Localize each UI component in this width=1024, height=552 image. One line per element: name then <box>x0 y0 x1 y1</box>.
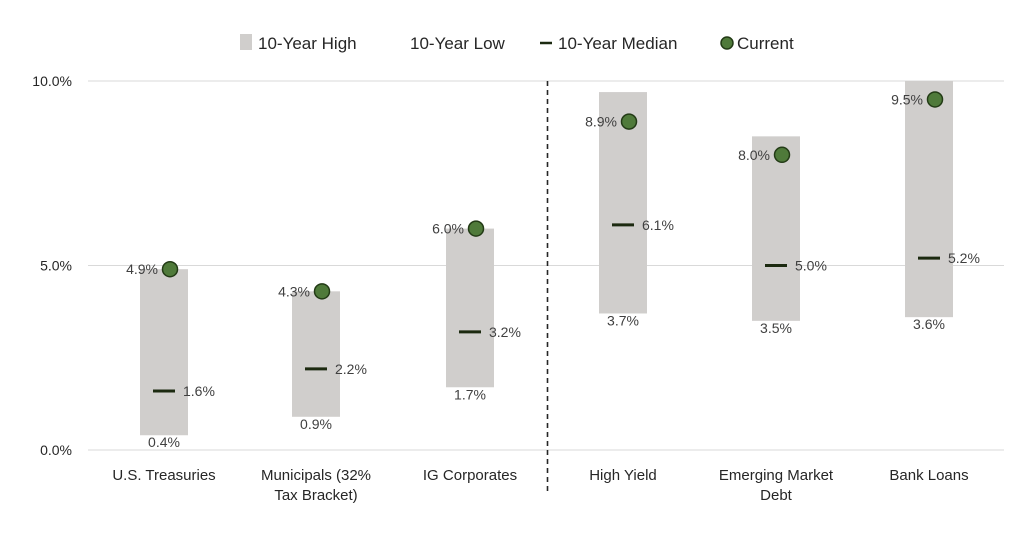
plot-area: 0.4% 1.6% 4.9% 0.9% 2.2% 4.3% 1.7% 3.2% 6.0% 3.7%… <box>126 81 980 450</box>
current-label: 4.3% <box>278 283 310 299</box>
current-label: 4.9% <box>126 261 158 277</box>
legend: 10-Year High 10-Year Low 10-Year Median … <box>240 34 794 53</box>
current-marker <box>926 91 944 108</box>
range-bar <box>905 81 953 318</box>
x-axis: U.S. Treasuries Municipals (32% Tax Bracke… <box>112 467 968 504</box>
range-bar <box>292 291 340 417</box>
legend-median-label: 10-Year Median <box>558 34 677 53</box>
range-bar <box>446 228 494 388</box>
current-label: 6.0% <box>432 221 464 237</box>
legend-high-label: 10-Year High <box>258 34 357 53</box>
current-label: 8.0% <box>738 147 770 163</box>
current-label: 8.9% <box>585 114 617 130</box>
category-label: High Yield <box>589 467 657 484</box>
category-label: Emerging Market <box>719 467 834 484</box>
low-label: 3.6% <box>913 316 945 332</box>
category-label: IG Corporates <box>423 467 517 484</box>
range-bar <box>752 136 800 321</box>
low-label: 3.7% <box>607 312 639 328</box>
range-bar <box>140 269 188 436</box>
legend-current-label: Current <box>737 34 794 53</box>
low-label: 3.5% <box>760 320 792 336</box>
low-label: 0.4% <box>148 434 180 450</box>
low-label: 0.9% <box>300 416 332 432</box>
current-marker <box>620 113 638 130</box>
y-tick-label: 5.0% <box>40 258 72 274</box>
y-tick-label: 10.0% <box>32 73 72 89</box>
y-tick-label: 0.0% <box>40 442 72 458</box>
y-axis: 10.0% 5.0% 0.0% <box>32 73 72 458</box>
legend-high-swatch <box>240 34 252 50</box>
legend-current-swatch <box>720 36 734 50</box>
category-label: Tax Bracket) <box>274 487 357 504</box>
category-label: Municipals (32% <box>261 467 371 484</box>
median-label: 3.2% <box>489 324 521 340</box>
range-bar <box>599 92 647 314</box>
median-label: 6.1% <box>642 217 674 233</box>
gridlines <box>88 80 1004 451</box>
current-marker <box>773 146 791 164</box>
median-label: 2.2% <box>335 361 367 377</box>
median-label: 1.6% <box>183 383 215 399</box>
low-label: 1.7% <box>454 386 486 402</box>
median-label: 5.0% <box>795 258 827 274</box>
category-label: U.S. Treasuries <box>112 467 215 484</box>
current-marker <box>467 220 485 237</box>
current-label: 9.5% <box>891 91 923 107</box>
current-marker <box>313 283 331 300</box>
current-marker <box>161 260 179 278</box>
median-label: 5.2% <box>948 250 980 266</box>
category-label: Bank Loans <box>889 467 968 484</box>
legend-low-label: 10-Year Low <box>410 34 506 53</box>
category-label: Debt <box>760 487 793 504</box>
